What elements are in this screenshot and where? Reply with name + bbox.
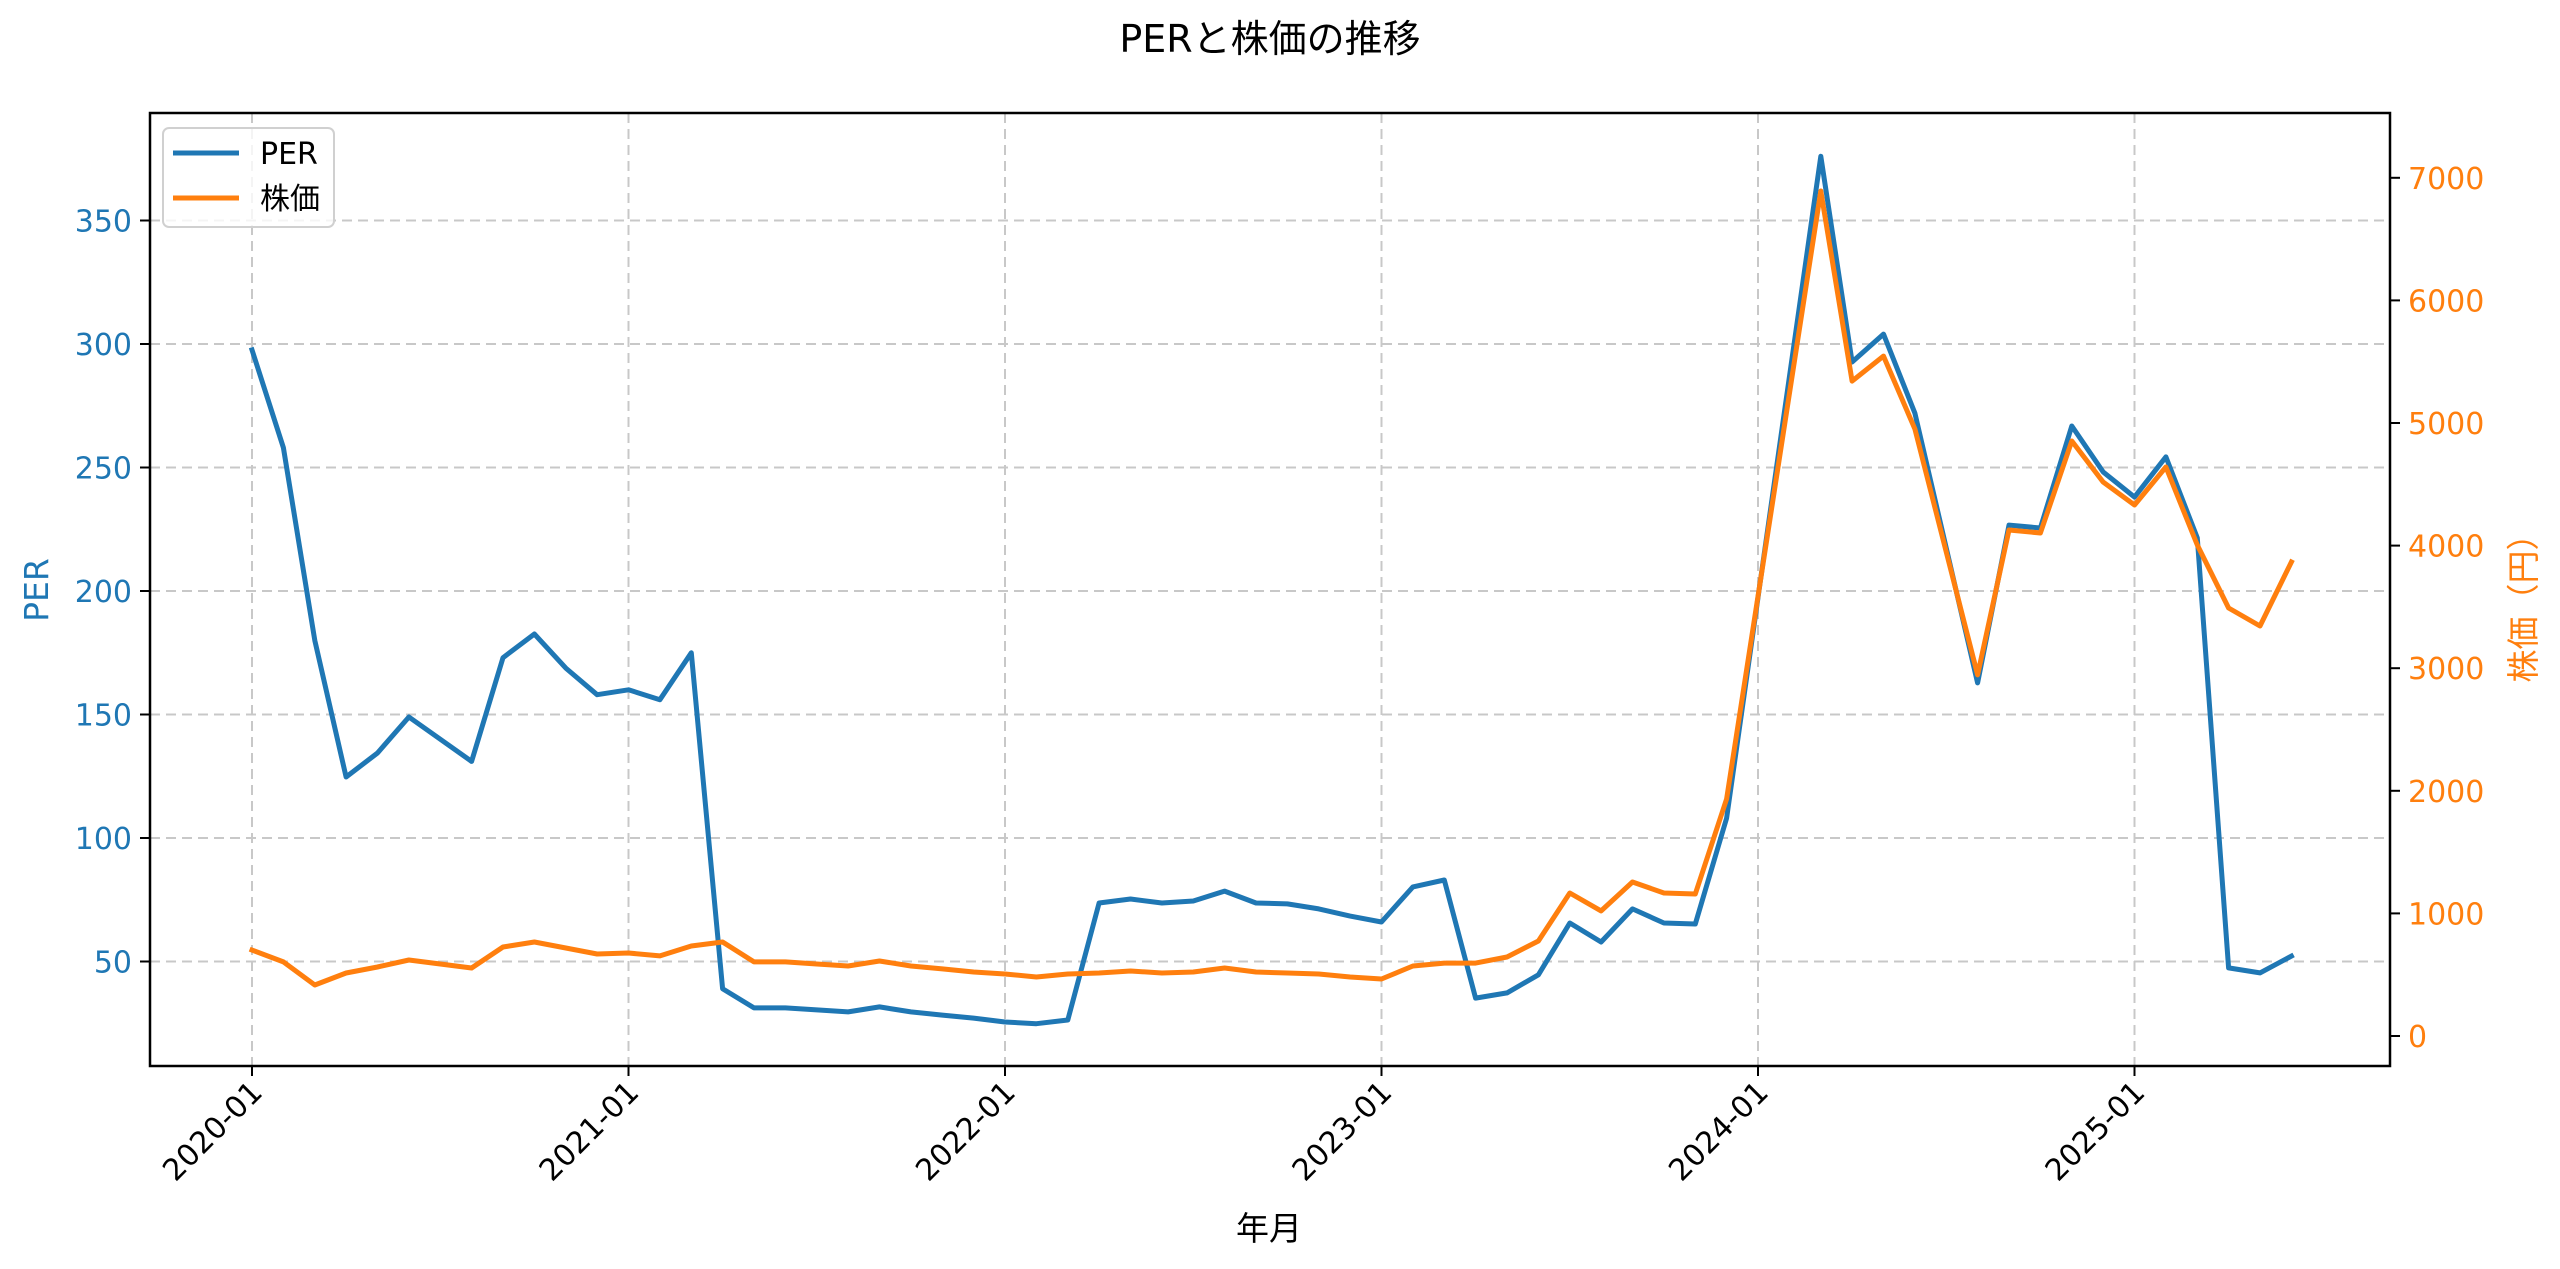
plot-frame — [148, 111, 2392, 1068]
y-axis-left-ticks: 50 100 150 200 250 300 350 — [75, 205, 150, 981]
y-left-tick-label: 300 — [75, 328, 132, 363]
y-left-tick-label: 350 — [75, 205, 132, 240]
y-axis-left-label: PER — [17, 558, 56, 622]
y-left-tick-label: 200 — [75, 575, 132, 610]
y-right-tick-label: 3000 — [2408, 652, 2484, 687]
legend-label-price: 株価 — [260, 182, 320, 217]
y-axis-right-ticks: 0 1000 2000 3000 4000 5000 6000 7000 — [2390, 162, 2484, 1055]
y-right-tick-label: 5000 — [2408, 407, 2484, 442]
y-right-tick-label: 7000 — [2408, 162, 2484, 197]
y-left-tick-label: 50 — [94, 946, 132, 981]
legend-label-per: PER — [260, 137, 318, 172]
chart-title: PERと株価の推移 — [1119, 17, 1420, 61]
y-right-tick-label: 1000 — [2408, 897, 2484, 932]
series-lines — [248, 153, 2295, 1027]
y-right-tick-label: 4000 — [2408, 530, 2484, 565]
legend: PER 株価 — [162, 127, 335, 228]
x-axis-label: 年月 — [1236, 1209, 1302, 1248]
y-right-tick-label: 0 — [2408, 1020, 2427, 1055]
y-axis-right-label: 株価（円） — [2504, 518, 2543, 683]
y-right-tick-label: 2000 — [2408, 775, 2484, 810]
y-left-tick-label: 100 — [75, 822, 132, 857]
y-right-tick-label: 6000 — [2408, 284, 2484, 319]
y-left-tick-label: 250 — [75, 452, 132, 487]
price-line — [248, 188, 2295, 988]
y-left-tick-label: 150 — [75, 699, 132, 734]
gridlines — [150, 113, 2390, 1066]
